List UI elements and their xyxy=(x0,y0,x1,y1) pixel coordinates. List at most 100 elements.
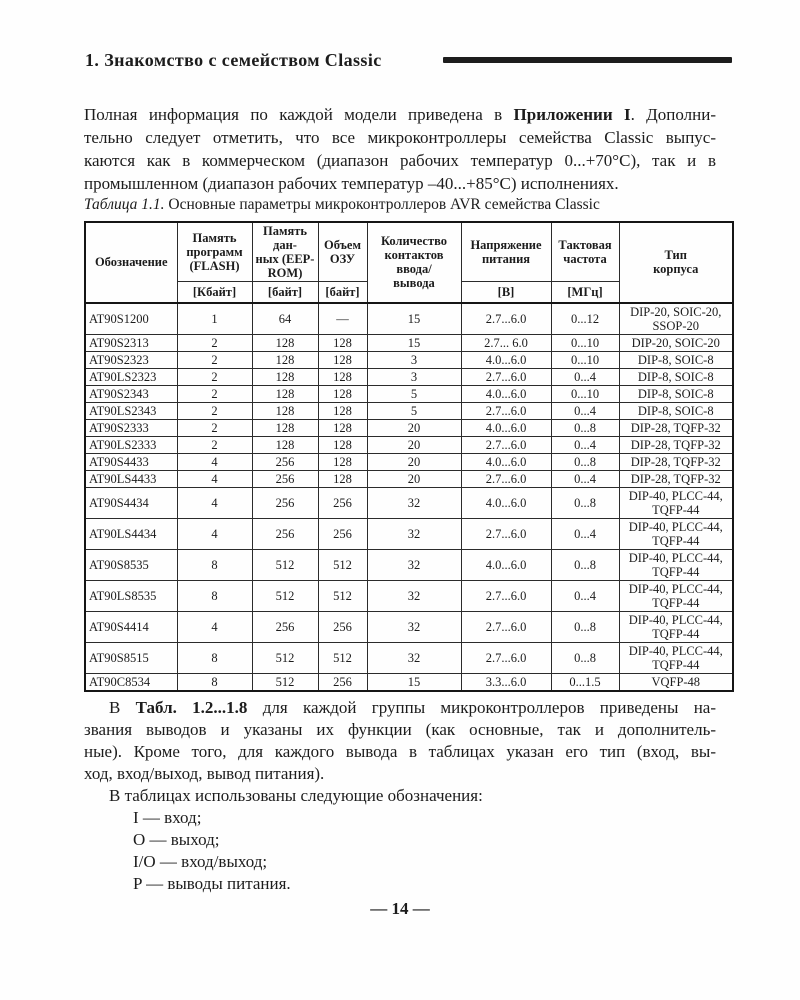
cell-ram-bytes: 512 xyxy=(317,548,368,581)
intro-paragraph: Полная информация по каждой модели приве… xyxy=(84,103,716,195)
cell-eeprom-bytes: 256 xyxy=(251,469,319,488)
legend-item-input: I — вход; xyxy=(133,808,202,827)
text-line: Полная информация по каждой модели приве… xyxy=(84,103,716,126)
text-segment: В xyxy=(109,698,136,717)
cell-flash-kbytes: 4 xyxy=(176,486,253,519)
cell-designation: AT90LS4433 xyxy=(84,469,178,488)
cell-supply-voltage: 2.7... 6.0 xyxy=(460,333,552,352)
cell-ram-bytes: 128 xyxy=(317,401,368,420)
cell-supply-voltage: 2.7...6.0 xyxy=(460,301,552,335)
cell-package-type: DIP-28, TQFP-32 xyxy=(618,469,734,488)
cell-designation: AT90S2343 xyxy=(84,384,178,403)
cell-flash-kbytes: 4 xyxy=(176,517,253,550)
unit-eeprom: [байт] xyxy=(251,281,319,303)
cell-designation: AT90S4414 xyxy=(84,610,178,643)
text-segment: ход, вход/выход, вывод питания). xyxy=(84,764,325,783)
cell-package-type: DIP-40, PLCC-44, TQFP-44 xyxy=(618,579,734,612)
table-row: AT90S1200 1 64—15 2.7...6.0 0...12 DIP-20, SO… xyxy=(84,301,734,335)
cell-io-pins: 32 xyxy=(366,610,462,643)
cell-eeprom-bytes: 256 xyxy=(251,517,319,550)
cell-designation: AT90S2333 xyxy=(84,418,178,437)
cell-flash-kbytes: 2 xyxy=(176,418,253,437)
cell-eeprom-bytes: 128 xyxy=(251,401,319,420)
cell-ram-bytes: 128 xyxy=(317,333,368,352)
cell-designation: AT90S4433 xyxy=(84,452,178,471)
cell-io-pins: 5 xyxy=(366,401,462,420)
cell-supply-voltage: 2.7...6.0 xyxy=(460,641,552,674)
cell-flash-kbytes: 2 xyxy=(176,367,253,386)
text-segment: тельно следует отметить, что все микроко… xyxy=(84,128,716,147)
cell-eeprom-bytes: 512 xyxy=(251,548,319,581)
unit-ram: [байт] xyxy=(317,281,368,303)
cell-clock-mhz: 0...4 xyxy=(550,435,620,454)
text-segment: каются как в коммерческом (диапазон рабо… xyxy=(84,151,716,170)
cell-eeprom-bytes: 256 xyxy=(251,486,319,519)
table-caption-number: Таблица 1.1. xyxy=(84,196,165,213)
cell-supply-voltage: 4.0...6.0 xyxy=(460,486,552,519)
cell-package-type: DIP-8, SOIC-8 xyxy=(618,401,734,420)
table-row: AT90S8515 8 512 512 32 2.7...6.0 0...8 DIP-40, … xyxy=(84,641,734,674)
col-header-io-pins: Количество контактов ввода/ вывода xyxy=(366,221,462,303)
table-row: AT90LS4433 4 256 128 20 2.7...6.0 0...4 DIP-28,… xyxy=(84,469,734,488)
table-row: AT90LS4434 4 256 256 32 2.7...6.0 0...4 DIP-40,… xyxy=(84,517,734,550)
cell-package-type: DIP-28, TQFP-32 xyxy=(618,418,734,437)
table-row: AT90S4433 4 256 128 20 4.0...6.0 0...8 DIP-28, … xyxy=(84,452,734,471)
cell-eeprom-bytes: 128 xyxy=(251,333,319,352)
cell-clock-mhz: 0...8 xyxy=(550,486,620,519)
col-header-flash: Память программ (FLASH) xyxy=(176,221,253,282)
text-line: В Табл. 1.2...1.8 для каждой группы микр… xyxy=(84,697,716,719)
cell-designation: AT90S8535 xyxy=(84,548,178,581)
table-row: AT90S4434 4 256 256 32 4.0...6.0 0...8 DIP-40, … xyxy=(84,486,734,519)
cell-ram-bytes: 256 xyxy=(317,517,368,550)
table-row: AT90S4414 4 256 256 32 2.7...6.0 0...8 DIP-40, … xyxy=(84,610,734,643)
text-segment: . Дополни- xyxy=(630,105,716,124)
cell-ram-bytes: 512 xyxy=(317,641,368,674)
cell-clock-mhz: 0...8 xyxy=(550,548,620,581)
chapter-title: 1. Знакомство с семейством Classic xyxy=(85,50,382,70)
cell-ram-bytes: 128 xyxy=(317,418,368,437)
text-line: звания выводов и указаны их функции (как… xyxy=(84,719,716,741)
cell-clock-mhz: 0...4 xyxy=(550,579,620,612)
cell-supply-voltage: 2.7...6.0 xyxy=(460,367,552,386)
cell-designation: AT90S4434 xyxy=(84,486,178,519)
cell-supply-voltage: 3.3...6.0 xyxy=(460,672,552,691)
cell-designation: AT90LS8535 xyxy=(84,579,178,612)
cell-io-pins: 15 xyxy=(366,333,462,352)
unit-voltage: [В] xyxy=(460,281,552,303)
cell-package-type: DIP-40, PLCC-44, TQFP-44 xyxy=(618,486,734,519)
mcu-table-header: Обозначение Память программ (FLASH) Памя… xyxy=(84,221,734,303)
legend-list: I — вход; O — выход; I/O — вход/выход; P… xyxy=(84,807,716,895)
table-row: AT90C8534 8 512 256 15 3.3...6.0 0...1.5 VQFP-4… xyxy=(84,672,734,691)
cell-ram-bytes: 128 xyxy=(317,350,368,369)
cell-ram-bytes: — xyxy=(317,301,368,335)
cell-eeprom-bytes: 128 xyxy=(251,367,319,386)
cell-clock-mhz: 0...10 xyxy=(550,384,620,403)
text-segment: Полная информация по каждой модели приве… xyxy=(84,105,514,124)
col-header-clock: Тактовая частота xyxy=(550,221,620,282)
cell-designation: AT90LS2333 xyxy=(84,435,178,454)
cell-supply-voltage: 4.0...6.0 xyxy=(460,418,552,437)
cell-package-type: DIP-8, SOIC-8 xyxy=(618,367,734,386)
cell-package-type: DIP-8, SOIC-8 xyxy=(618,384,734,403)
cell-ram-bytes: 256 xyxy=(317,672,368,691)
cell-package-type: VQFP-48 xyxy=(618,672,734,691)
cell-io-pins: 20 xyxy=(366,435,462,454)
cell-eeprom-bytes: 128 xyxy=(251,384,319,403)
cell-supply-voltage: 2.7...6.0 xyxy=(460,469,552,488)
cell-io-pins: 3 xyxy=(366,350,462,369)
cell-flash-kbytes: 4 xyxy=(176,610,253,643)
table-row: AT90S2313 2 128 128 15 2.7... 6.0 0...10 DIP-20… xyxy=(84,333,734,352)
text-segment: звания выводов и указаны их функции (как… xyxy=(84,720,716,739)
cell-io-pins: 20 xyxy=(366,452,462,471)
cell-ram-bytes: 512 xyxy=(317,579,368,612)
cell-package-type: DIP-20, SOIC-20, SSOP-20 xyxy=(618,301,734,335)
cell-clock-mhz: 0...8 xyxy=(550,610,620,643)
cell-eeprom-bytes: 512 xyxy=(251,672,319,691)
unit-clock: [МГц] xyxy=(550,281,620,303)
cell-eeprom-bytes: 512 xyxy=(251,579,319,612)
cell-package-type: DIP-28, TQFP-32 xyxy=(618,452,734,471)
cell-io-pins: 32 xyxy=(366,486,462,519)
cell-package-type: DIP-40, PLCC-44, TQFP-44 xyxy=(618,641,734,674)
cell-ram-bytes: 256 xyxy=(317,486,368,519)
bold-text: Табл. 1.2...1.8 xyxy=(135,698,248,717)
